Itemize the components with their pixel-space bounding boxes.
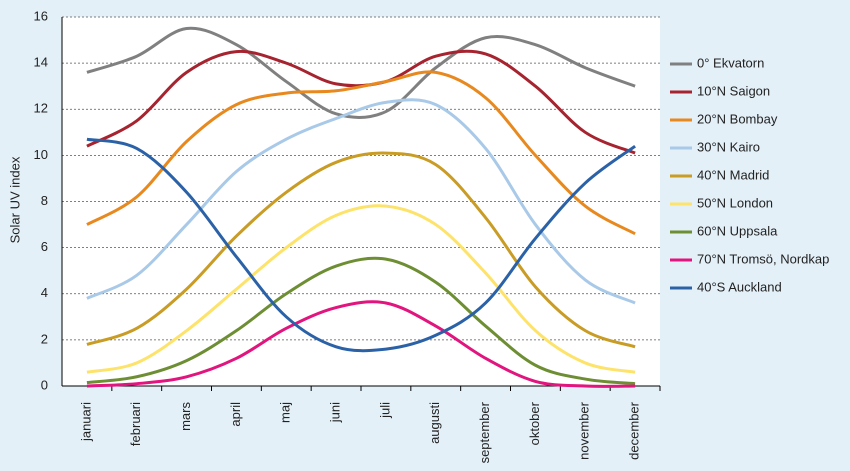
legend-label: 50°N London — [697, 195, 773, 210]
y-tick-label: 8 — [41, 193, 48, 208]
y-tick-label: 2 — [41, 331, 48, 346]
x-tick-label: mars — [178, 402, 193, 431]
x-tick-label: november — [577, 401, 592, 459]
y-tick-label: 10 — [34, 147, 48, 162]
legend-label: 0° Ekvatorn — [697, 55, 764, 70]
y-tick-label: 16 — [34, 8, 48, 23]
series-line — [86, 151, 636, 349]
y-tick-label: 0 — [41, 377, 48, 392]
x-tick-label: januari — [78, 402, 93, 442]
y-tick-label: 12 — [34, 101, 48, 116]
x-tick-label: juni — [328, 402, 343, 423]
y-tick-label: 6 — [41, 239, 48, 254]
series-line — [86, 300, 636, 388]
x-tick-label: juli — [377, 402, 392, 419]
series-line — [86, 137, 636, 353]
x-tick-label: september — [477, 401, 492, 463]
legend-label: 40°S Auckland — [697, 279, 782, 294]
x-tick-label: april — [228, 402, 243, 427]
legend-label: 30°N Kairo — [697, 139, 760, 154]
plot-area — [62, 17, 660, 386]
x-tick-label: oktober — [527, 401, 542, 445]
y-axis-label: Solar UV index — [7, 156, 22, 243]
series-line — [86, 26, 636, 119]
series-line — [86, 204, 636, 374]
x-tick-label: december — [627, 401, 642, 459]
series-line — [86, 70, 636, 236]
legend-label: 10°N Saigon — [697, 83, 770, 98]
legend-label: 20°N Bombay — [697, 111, 778, 126]
y-tick-label: 14 — [34, 55, 48, 70]
x-tick-label: februari — [128, 402, 143, 446]
x-tick-label: maj — [278, 402, 293, 423]
y-tick-label: 4 — [41, 285, 48, 300]
legend-label: 70°N Tromsö, Nordkap — [697, 251, 829, 266]
x-tick-label: augusti — [427, 402, 442, 444]
series-line — [86, 98, 636, 305]
legend-label: 60°N Uppsala — [697, 223, 778, 238]
series-line — [86, 256, 636, 386]
legend-label: 40°N Madrid — [697, 167, 769, 182]
